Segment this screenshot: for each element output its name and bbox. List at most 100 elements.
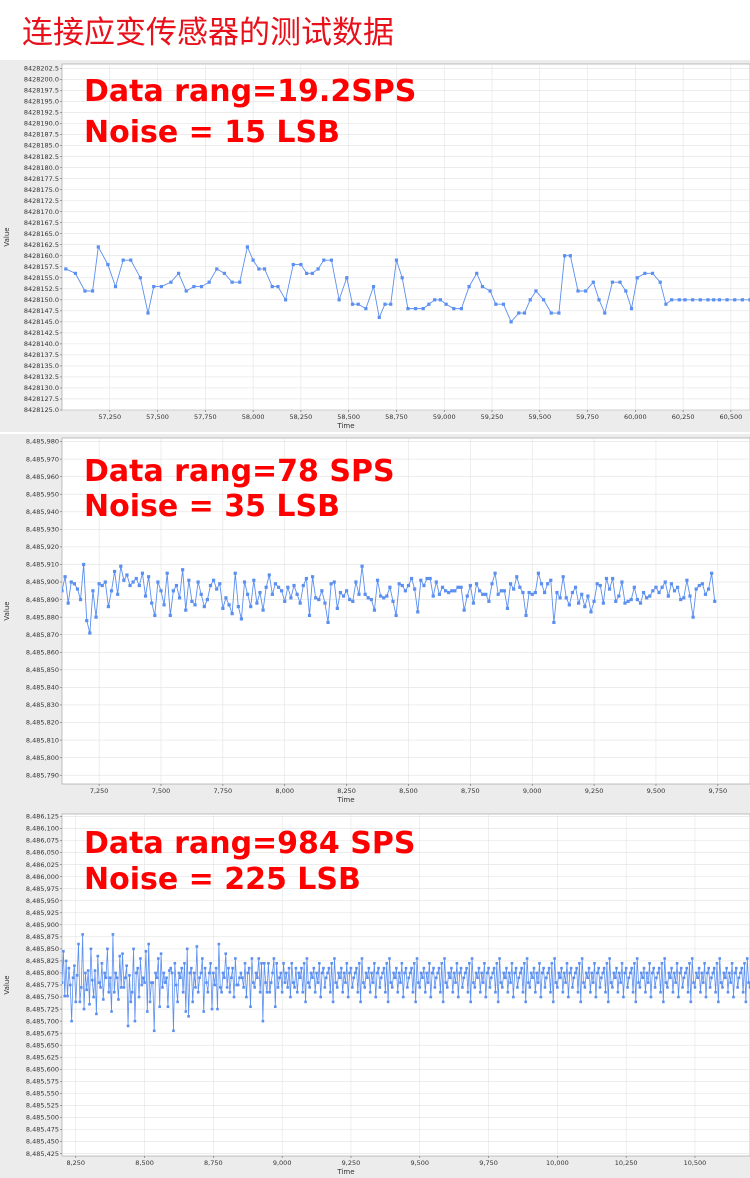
data-point	[140, 983, 144, 987]
data-point	[631, 990, 635, 994]
data-point	[712, 298, 716, 302]
data-point	[256, 976, 259, 980]
data-point	[103, 971, 106, 975]
data-point	[475, 271, 479, 275]
data-point	[422, 583, 426, 588]
y-tick-label: 8428192.5	[24, 109, 59, 117]
data-point	[745, 957, 749, 960]
data-point	[184, 1010, 188, 1013]
data-point	[381, 971, 384, 975]
data-point	[714, 990, 717, 994]
data-point	[138, 276, 142, 280]
data-point	[672, 589, 677, 593]
data-point	[375, 578, 380, 582]
data-point	[426, 981, 430, 984]
data-point	[156, 580, 160, 584]
y-tick-label: 8,485,900	[26, 921, 59, 929]
data-point	[270, 284, 274, 289]
data-point	[657, 590, 661, 595]
x-tick-label: 57,750	[194, 413, 217, 421]
data-point	[533, 590, 537, 595]
data-point	[89, 947, 93, 951]
data-point	[168, 613, 172, 617]
data-point	[121, 952, 124, 955]
data-point	[330, 962, 333, 965]
data-point	[78, 597, 83, 602]
data-point	[664, 302, 668, 306]
data-point	[608, 957, 611, 960]
data-point	[267, 962, 270, 965]
data-point	[494, 990, 497, 994]
x-tick-label: 7,250	[90, 787, 109, 795]
x-tick-label: 10,000	[546, 1159, 569, 1167]
data-point	[207, 971, 211, 975]
y-tick-label: 8,485,575	[26, 1078, 59, 1086]
data-point	[71, 976, 75, 980]
data-point	[403, 971, 406, 975]
data-point	[688, 594, 692, 598]
data-point	[562, 971, 566, 975]
data-point	[338, 976, 342, 980]
data-point	[344, 981, 347, 984]
data-point	[465, 594, 469, 598]
data-point	[520, 966, 523, 970]
data-point	[121, 258, 125, 262]
data-point	[597, 298, 601, 302]
y-tick-label: 8428175.0	[24, 186, 59, 194]
y-tick-label: 8,485,475	[26, 1126, 59, 1134]
x-tick-label: 59,750	[576, 413, 599, 421]
data-point	[534, 990, 537, 994]
data-point	[194, 986, 197, 989]
data-point	[247, 966, 251, 970]
data-point	[557, 311, 561, 315]
data-point	[674, 981, 677, 984]
data-point	[743, 962, 746, 965]
y-tick-label: 8428157.5	[24, 263, 59, 271]
data-point	[212, 971, 215, 975]
data-point	[539, 995, 543, 999]
data-point	[73, 964, 76, 968]
data-point	[261, 608, 265, 612]
data-point	[570, 590, 575, 595]
x-tick-label: 8,250	[337, 787, 356, 795]
data-point	[419, 971, 423, 975]
data-point	[320, 971, 324, 975]
y-tick-label: 8,485,725	[26, 1005, 59, 1013]
data-point	[613, 976, 617, 980]
data-point	[542, 590, 547, 595]
noise-annotation: Noise = 15 LSB	[84, 115, 340, 150]
chart-984sps-svg: 8,485,425 8,485,450 8,485,475 8,485,500 8,48…	[0, 806, 750, 1178]
data-point	[638, 601, 643, 605]
data-point	[201, 957, 204, 960]
y-tick-label: 8428155.0	[24, 274, 59, 282]
data-point	[72, 582, 76, 586]
data-point	[639, 971, 643, 975]
data-point	[611, 986, 614, 989]
data-point	[452, 307, 456, 311]
data-point	[294, 966, 298, 970]
data-point	[90, 289, 95, 293]
data-point	[63, 994, 67, 998]
data-point	[624, 289, 628, 293]
data-point	[319, 995, 322, 999]
data-point	[310, 271, 314, 275]
data-point	[723, 976, 727, 980]
data-point	[333, 957, 336, 960]
data-point	[521, 590, 525, 595]
data-point	[367, 966, 371, 970]
data-point	[571, 986, 574, 989]
data-point	[221, 971, 225, 975]
data-point	[360, 957, 364, 960]
data-point	[150, 601, 154, 605]
plot-area	[61, 437, 750, 785]
data-point	[421, 976, 424, 980]
data-point	[378, 986, 382, 989]
data-point	[111, 933, 115, 936]
data-point	[595, 971, 599, 975]
data-point	[413, 307, 418, 311]
data-point	[668, 976, 672, 980]
data-point	[438, 298, 442, 302]
data-point	[133, 1019, 137, 1023]
series-group	[62, 562, 717, 635]
data-point	[141, 976, 145, 980]
